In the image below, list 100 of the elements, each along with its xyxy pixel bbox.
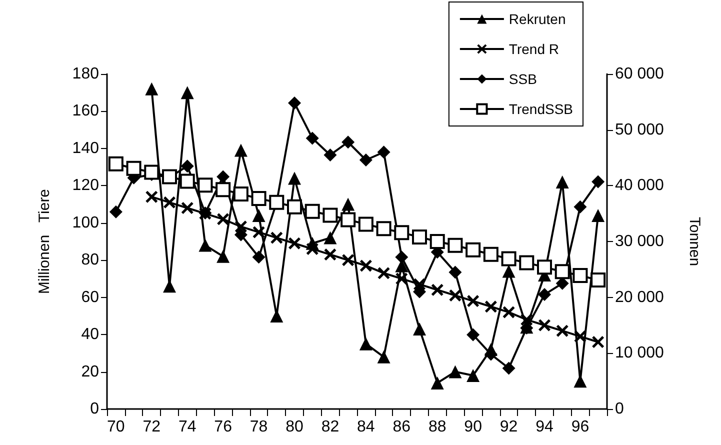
point: [377, 350, 390, 364]
legend-label: Rekruten: [508, 11, 566, 27]
point: [430, 234, 445, 249]
x-tick-label: 96: [571, 418, 590, 436]
legend-label: Trend R: [508, 41, 559, 57]
point: [394, 225, 410, 240]
x-tick-label: 84: [357, 418, 375, 436]
legend-label: SSB: [508, 71, 537, 87]
point: [144, 164, 160, 180]
point: [574, 330, 586, 342]
point: [448, 365, 462, 378]
point: [413, 322, 426, 336]
point: [519, 255, 534, 270]
point: [252, 226, 265, 238]
y2-tick-label: 0: [615, 400, 624, 418]
y-tick-label: 100: [72, 214, 100, 232]
y-tick-label: 160: [72, 102, 100, 120]
y2-tick-label: 40 000: [615, 177, 664, 194]
point: [377, 146, 390, 159]
x-tick-label: 94: [536, 418, 554, 436]
point: [413, 285, 426, 298]
point: [288, 237, 300, 250]
point: [342, 254, 354, 266]
point: [288, 172, 301, 185]
point: [467, 295, 480, 308]
legend-label: TrendSSB: [508, 101, 574, 117]
point: [538, 319, 550, 332]
point: [501, 251, 516, 266]
point: [324, 231, 337, 244]
point: [270, 232, 283, 244]
point: [233, 186, 248, 202]
y2-tick-label: 10 000: [615, 344, 664, 362]
point: [466, 242, 481, 258]
y-tick-label: 40: [81, 326, 100, 344]
point: [288, 96, 301, 110]
point: [359, 153, 372, 166]
point: [358, 216, 374, 232]
point: [324, 148, 337, 162]
x-tick-label: 82: [321, 418, 340, 436]
point: [306, 242, 318, 255]
point: [234, 228, 248, 242]
point: [216, 250, 230, 263]
point: [164, 196, 176, 208]
x-tick-label: 88: [428, 418, 446, 436]
point: [252, 208, 266, 222]
x-tick-label: 90: [464, 418, 482, 436]
point: [592, 208, 605, 222]
y2-tick-label: 50 000: [615, 121, 664, 138]
point: [466, 369, 480, 382]
y-tick-label: 120: [72, 177, 100, 194]
point: [324, 248, 336, 261]
point: [126, 160, 142, 176]
point: [378, 267, 390, 280]
y-tick-label: 0: [90, 400, 100, 418]
point: [484, 300, 497, 313]
point: [448, 238, 463, 253]
point: [574, 200, 587, 214]
point: [520, 314, 533, 326]
point: [431, 284, 444, 296]
x-tick-label: 92: [500, 418, 518, 436]
point: [234, 220, 247, 233]
y2-tick-label: 60 000: [615, 66, 664, 82]
point: [483, 246, 498, 262]
point: [180, 86, 194, 100]
y-tick-label: 80: [81, 252, 100, 269]
point: [592, 175, 605, 188]
point: [340, 212, 356, 228]
x-tick-label: 72: [142, 418, 161, 436]
point: [342, 198, 355, 211]
y2-tick-label: 20 000: [615, 288, 664, 306]
point: [216, 170, 230, 184]
point: [395, 250, 408, 264]
point: [448, 266, 462, 279]
point: [198, 238, 212, 252]
x-tick-label: 70: [107, 418, 125, 436]
point: [592, 336, 604, 348]
point: [412, 230, 427, 245]
point: [556, 175, 569, 188]
x-tick-label: 78: [250, 418, 268, 436]
point: [109, 205, 122, 218]
point: [449, 289, 462, 302]
y-tick-label: 180: [72, 66, 100, 82]
point: [163, 280, 176, 293]
y-axis-title: Millionen Tiere: [36, 188, 53, 294]
point: [466, 328, 480, 342]
point: [304, 204, 320, 219]
point: [181, 202, 194, 214]
point: [502, 362, 516, 375]
point: [146, 190, 158, 203]
point: [180, 160, 194, 173]
point: [251, 191, 266, 206]
point: [554, 264, 570, 280]
point: [216, 182, 231, 198]
point: [234, 144, 248, 157]
point: [108, 156, 124, 172]
x-tick-label: 86: [392, 418, 411, 436]
y2-axis-title: Tonnen: [686, 216, 703, 266]
point: [217, 213, 230, 226]
point: [376, 221, 392, 236]
y-tick-label: 140: [72, 140, 100, 157]
